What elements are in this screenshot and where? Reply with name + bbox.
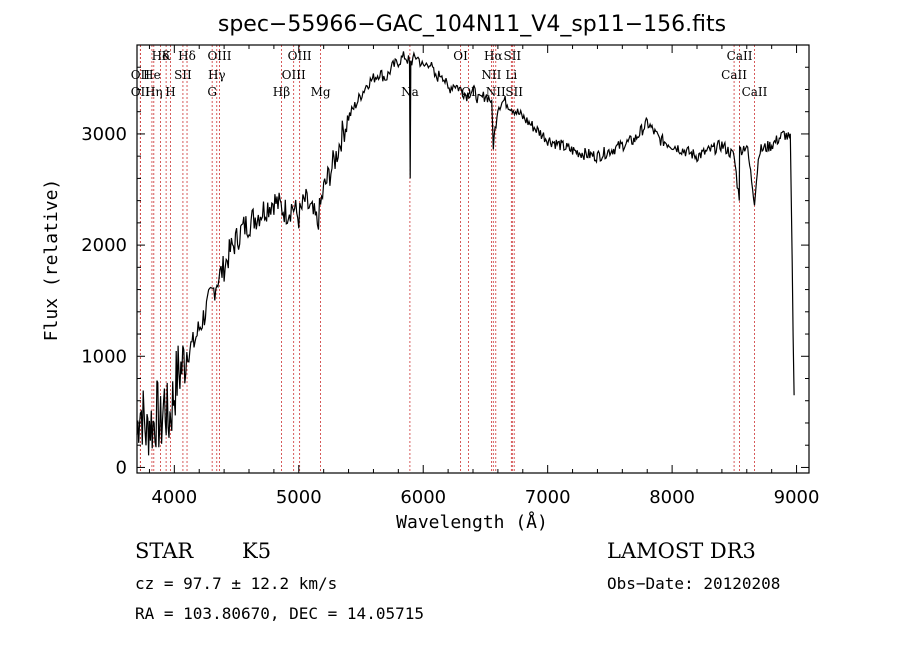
line-label-15: Mg: [311, 85, 331, 99]
y-tick-label-2: 2000: [81, 235, 127, 256]
chart-title: spec−55966−GAC_104N11_V4_sp11−156.fits: [218, 12, 726, 37]
x-axis-label: Wavelength (Å): [396, 511, 548, 533]
x-axis-ticks: 4000 5000 6000 7000 8000 9000: [148, 45, 820, 508]
x-tick-label-3: 7000: [525, 487, 571, 508]
x-tick-label-5: 9000: [774, 487, 820, 508]
line-label-2: OII: [131, 85, 151, 99]
line-label-26: CaII: [721, 68, 747, 82]
y-axis-label: Flux (relative): [41, 179, 62, 342]
x-tick-label-1: 5000: [276, 487, 322, 508]
line-label-10: Hγ: [208, 68, 226, 82]
y-axis-ticks: 0 1000 2000 3000: [81, 66, 809, 478]
line-label-25: CaII: [727, 49, 753, 63]
line-label-4: He: [143, 68, 161, 82]
survey-name: LAMOST DR3: [607, 539, 756, 563]
redshift-velocity: cz = 97.7 ± 12.2 km/s: [135, 574, 338, 593]
line-label-14: Hβ: [273, 85, 290, 99]
line-label-19: Hα: [484, 49, 503, 63]
spectral-line-markers: [139, 45, 755, 473]
y-tick-label-3: 3000: [81, 124, 127, 145]
line-label-24: SII: [505, 85, 523, 99]
y-tick-label-1: 1000: [81, 346, 127, 367]
line-label-3: K: [162, 49, 172, 63]
line-label-0: Hδ: [152, 49, 170, 63]
line-label-17: OI: [453, 49, 468, 63]
spectrum-line: [136, 51, 795, 456]
y-tick-label-0: 0: [116, 457, 127, 478]
object-subclass: K5: [242, 539, 272, 563]
line-label-7: SII: [174, 68, 192, 82]
plot-frame: [136, 44, 810, 474]
line-label-21: NII: [481, 68, 501, 82]
x-tick-label-0: 4000: [151, 487, 197, 508]
line-label-23: NII: [486, 85, 506, 99]
line-label-11: G: [207, 85, 217, 99]
line-label-12: OIII: [288, 49, 312, 63]
line-label-6: Hδ: [178, 49, 196, 63]
object-class: STAR: [135, 539, 194, 563]
line-label-22: Li: [505, 68, 517, 82]
coordinates: RA = 103.80670, DEC = 14.05715: [135, 604, 424, 623]
observation-date: Obs−Date: 20120208: [607, 574, 781, 593]
line-label-9: OIII: [207, 49, 231, 63]
line-label-20: SII: [503, 49, 521, 63]
line-label-8: H: [165, 85, 175, 99]
x-tick-label-2: 6000: [400, 487, 446, 508]
line-label-13: OIII: [282, 68, 306, 82]
x-tick-label-4: 8000: [649, 487, 695, 508]
line-label-1: OII: [131, 68, 151, 82]
line-label-27: CaII: [742, 85, 768, 99]
line-label-5: Hη: [145, 85, 163, 99]
